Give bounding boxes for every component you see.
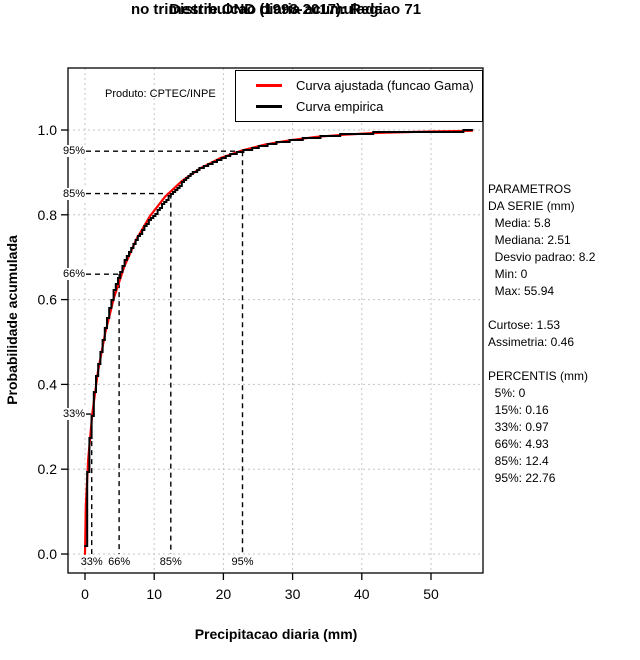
- x-tick-label: 20: [216, 586, 232, 602]
- percentile-left-label: 33%: [63, 408, 87, 421]
- x-tick-label: 40: [354, 586, 370, 602]
- stats-panel-line: Curtose: 1.53: [488, 318, 561, 332]
- stats-panel-line: Mediana: 2.51: [488, 233, 571, 247]
- y-tick-label: 0.6: [38, 292, 58, 308]
- stats-panel-line: PARAMETROS: [488, 182, 572, 196]
- legend-entry-empirical: Curva empirica: [244, 98, 474, 116]
- y-axis-title: Probabilidade acumulada: [4, 235, 20, 405]
- stats-panel-line: [488, 351, 595, 368]
- y-tick-label: 0.2: [38, 461, 58, 477]
- stats-panel-line: [488, 300, 595, 317]
- percentile-left-label: 95%: [63, 145, 87, 158]
- legend-label-empirical: Curva empirica: [296, 99, 384, 114]
- y-tick-label: 0.8: [38, 207, 58, 223]
- fitted-curve-swatch: [256, 84, 282, 87]
- stats-panel-line: DA SERIE (mm): [488, 199, 575, 213]
- stats-panel-line: 95%: 22.76: [488, 471, 556, 485]
- stats-panel-line: Min: 0: [488, 267, 528, 281]
- percentile-left-label: 85%: [63, 187, 87, 200]
- stats-panel-line: Assimetria: 0.46: [488, 335, 575, 349]
- empirical-curve-swatch: [256, 105, 282, 108]
- percentile-bottom-label: 85%: [159, 556, 182, 568]
- x-axis-title: Precipitacao diaria (mm): [194, 626, 358, 642]
- stats-panel-line: Desvio padrao: 8.2: [488, 250, 596, 264]
- x-tick-label: 50: [423, 586, 439, 602]
- stats-panel-line: 66%: 4.93: [488, 437, 549, 451]
- legend-entry-fitted: Curva ajustada (funcao Gama): [244, 77, 474, 95]
- y-tick-label: 0.0: [38, 546, 58, 562]
- empirical-curve: [84, 129, 474, 547]
- plot-border: [67, 67, 484, 574]
- y-tick-label: 0.4: [38, 376, 58, 392]
- legend-label-fitted: Curva ajustada (funcao Gama): [296, 78, 474, 93]
- stats-panel: PARAMETROS DA SERIE (mm) Media: 5.8 Media…: [488, 181, 595, 487]
- percentile-left-label: 66%: [63, 268, 87, 281]
- stats-panel-line: 33%: 0.97: [488, 420, 549, 434]
- stats-panel-line: PERCENTIS (mm): [488, 369, 588, 383]
- x-tick-label: 0: [81, 586, 89, 602]
- stats-panel-line: Max: 55.94: [488, 284, 555, 298]
- y-tick-label: 1.0: [38, 122, 58, 138]
- percentile-bottom-label: 33%: [80, 556, 103, 568]
- product-annotation: Produto: CPTEC/INPE: [105, 88, 216, 100]
- stats-panel-line: 85%: 12.4: [488, 454, 549, 468]
- percentile-bottom-label: 95%: [231, 556, 254, 568]
- x-tick-label: 30: [285, 586, 301, 602]
- chart-title-line2: no trimestre OND (1998-2017): Regiao 71: [130, 1, 422, 18]
- stats-panel-line: 15%: 0.16: [488, 403, 549, 417]
- percentile-bottom-label: 66%: [108, 556, 131, 568]
- chart-title-line1: Distribuicao diaria acumulada: [169, 1, 383, 18]
- stats-panel-line: Media: 5.8: [488, 216, 551, 230]
- stats-panel-line: 5%: 0: [488, 386, 526, 400]
- legend-box: Curva ajustada (funcao Gama) Curva empir…: [235, 70, 483, 122]
- x-tick-label: 10: [146, 586, 162, 602]
